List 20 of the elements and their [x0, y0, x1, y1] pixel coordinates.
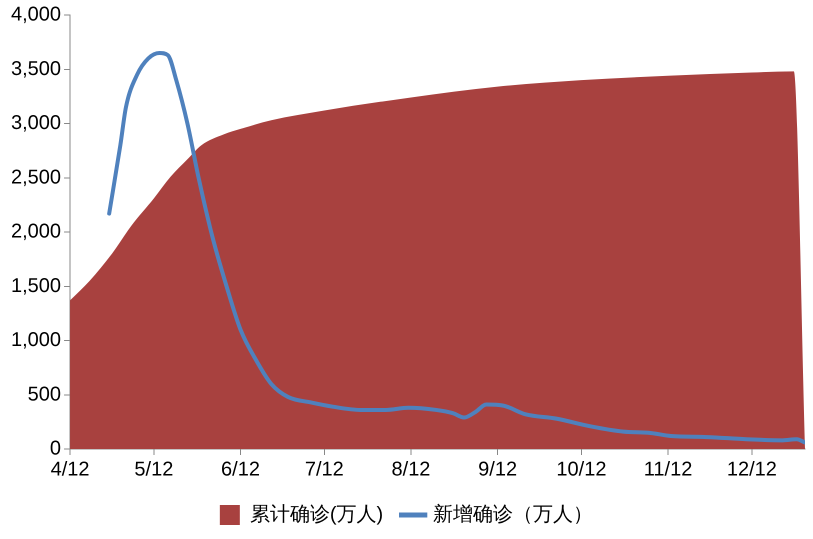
x-tick-label: 10/12 — [556, 458, 606, 481]
x-tick-label: 6/12 — [221, 458, 260, 481]
x-tick-label: 5/12 — [134, 458, 174, 481]
y-tick-label: 2,500 — [10, 166, 62, 188]
y-tick-label: 4,000 — [10, 4, 62, 26]
y-tick-label: 500 — [28, 383, 62, 406]
x-tick-label: 4/12 — [50, 458, 90, 481]
legend-label: 新增确诊（万人） — [433, 504, 594, 526]
y-tick-label: 1,000 — [10, 329, 62, 352]
x-tick-label: 7/12 — [304, 458, 344, 481]
x-tick-label: 11/12 — [644, 458, 692, 481]
x-tick-label: 8/12 — [392, 458, 430, 481]
x-tick-label: 9/12 — [478, 458, 518, 481]
y-tick-label: 1,500 — [10, 274, 62, 297]
y-tick-label: 0 — [50, 438, 62, 460]
y-tick-label: 3,000 — [10, 112, 62, 134]
y-tick-label: 2,000 — [10, 220, 62, 243]
legend-label: 累计确诊(万人) — [250, 504, 384, 526]
y-tick-label: 3,500 — [10, 58, 62, 80]
x-tick-label: 12/12 — [726, 458, 777, 481]
